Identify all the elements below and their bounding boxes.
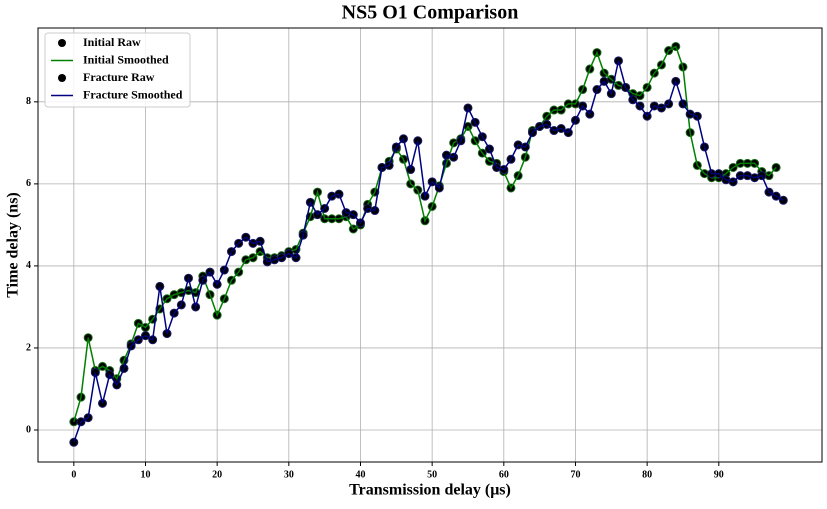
legend-label: Initial Smoothed [83, 52, 169, 66]
legend-label: Fracture Raw [83, 70, 155, 84]
x-tick-label: 60 [499, 469, 509, 480]
y-tick-label: 8 [26, 96, 31, 107]
x-tick-label: 70 [570, 469, 580, 480]
y-tick-label: 0 [26, 424, 31, 435]
legend-label: Fracture Smoothed [83, 87, 183, 101]
y-tick-label: 2 [26, 342, 31, 353]
x-tick-label: 90 [714, 469, 724, 480]
x-tick-label: 40 [355, 469, 365, 480]
line [73, 60, 784, 443]
y-tick-label: 4 [26, 260, 31, 271]
plot-frame [37, 27, 823, 463]
y-axis-label: Time delay (ns) [5, 192, 22, 297]
x-tick-label: 0 [71, 469, 76, 480]
legend-marker [58, 74, 66, 82]
legend-marker [58, 39, 66, 47]
x-tick-label: 80 [642, 469, 652, 480]
line [73, 45, 777, 423]
chart-title: NS5 O1 Comparison [342, 2, 519, 24]
x-tick-label: 10 [140, 469, 150, 480]
legend-box [44, 32, 191, 108]
x-tick-label: 50 [427, 469, 437, 480]
y-tick-label: 6 [26, 178, 31, 189]
x-tick-label: 20 [212, 469, 222, 480]
x-axis-label: Transmission delay (μs) [349, 482, 511, 499]
legend-label: Initial Raw [83, 35, 141, 49]
x-tick-label: 30 [284, 469, 294, 480]
